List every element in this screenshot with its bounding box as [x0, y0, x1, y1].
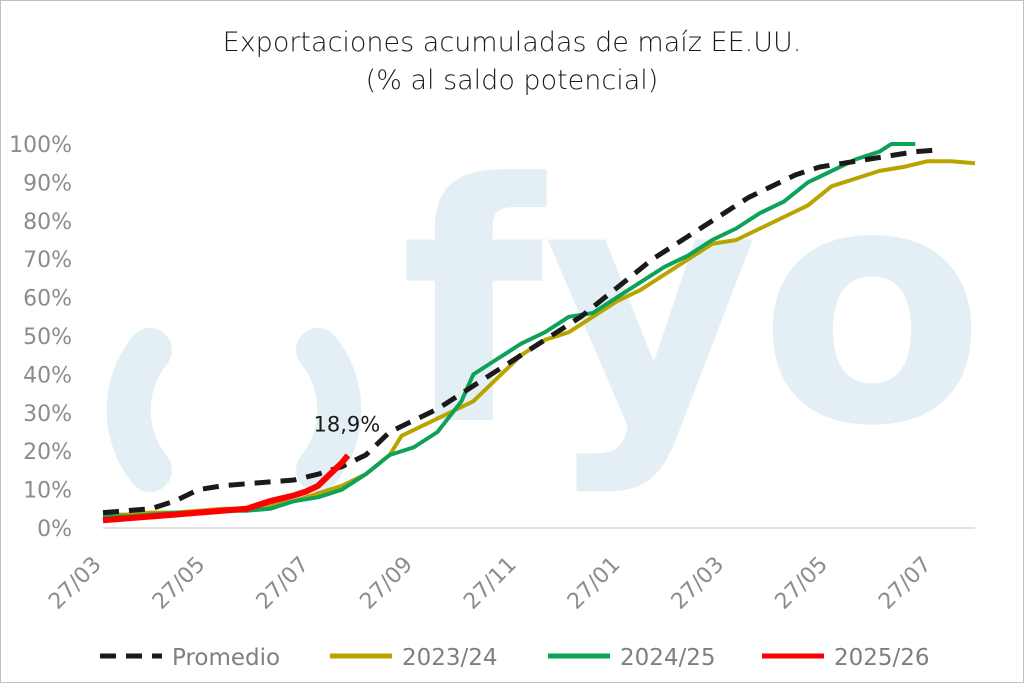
x-axis-ticks: 27/03 27/05 27/07 27/09 27/11 27/01 27/03 27/05…: [44, 552, 937, 615]
y-axis-ticks: 0% 10% 20% 30% 40% 50% 60% 70% 80% 90% 100%: [9, 133, 72, 542]
fyo-watermark-logo: fyo: [106, 114, 985, 498]
y-tick-label: 100%: [9, 133, 72, 158]
y-tick-label: 90%: [23, 171, 72, 196]
y-tick-label: 60%: [23, 287, 72, 312]
y-tick-label: 0%: [37, 517, 72, 542]
y-tick-label: 20%: [23, 440, 72, 465]
series-line-2025-26: [102, 453, 351, 524]
x-tick-label: 27/05: [148, 552, 211, 615]
x-tick-label: 27/11: [459, 552, 522, 615]
y-tick-label: 50%: [23, 325, 72, 350]
y-tick-label: 40%: [23, 363, 72, 388]
x-tick-label: 27/07: [874, 552, 937, 615]
x-tick-label: 27/03: [667, 552, 730, 615]
x-tick-label: 27/01: [563, 552, 626, 615]
legend-label: 2025/26: [834, 645, 930, 671]
chart-subtitle: (% al saldo potencial): [365, 65, 659, 96]
y-tick-label: 10%: [23, 479, 72, 504]
legend-label: 2024/25: [620, 645, 716, 671]
legend: Promedio 2023/24 2024/25 2025/26: [100, 645, 930, 671]
series-line-promedio: [102, 147, 940, 516]
watermark-text: fyo: [400, 114, 985, 498]
y-tick-label: 30%: [23, 402, 72, 427]
x-tick-label: 27/05: [770, 552, 833, 615]
chart-title-block: Exportaciones acumuladas de maíz EE.UU. …: [0, 24, 1024, 100]
x-tick-label: 27/07: [252, 552, 315, 615]
legend-label: Promedio: [172, 645, 280, 671]
chart-title: Exportaciones acumuladas de maíz EE.UU.: [222, 27, 802, 58]
y-tick-label: 80%: [23, 210, 72, 235]
annotation-label: 18,9%: [314, 412, 381, 436]
x-tick-label: 27/03: [44, 552, 107, 615]
legend-label: 2023/24: [402, 645, 498, 671]
series-layer: [102, 142, 976, 524]
y-tick-label: 70%: [23, 248, 72, 273]
x-tick-label: 27/09: [355, 552, 418, 615]
